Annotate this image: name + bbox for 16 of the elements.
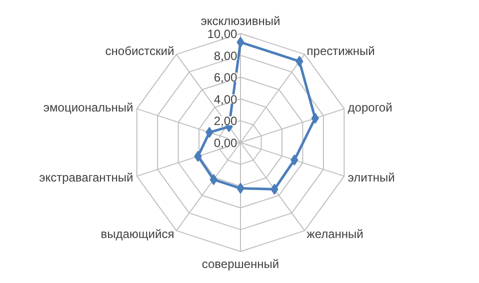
spoke-label: желанный (306, 226, 364, 241)
y-tick-label: 4,00 (214, 92, 238, 106)
spoke-label: эксклюзивный (200, 14, 280, 28)
spoke-label: элитный (348, 170, 395, 184)
y-tick-label: 6,00 (214, 70, 238, 85)
y-tick-label: 8,00 (214, 48, 238, 63)
y-tick-label: 10,00 (207, 27, 238, 41)
y-tick-label: 0,00 (214, 136, 238, 150)
y-tick-label: 2,00 (214, 114, 238, 128)
spoke-label: эмоциональный (43, 100, 134, 115)
spoke-label: экстравагантный (39, 170, 134, 184)
spoke-label: выдающийся (100, 226, 174, 241)
spoke-label: престижный (306, 44, 375, 58)
spoke-label: совершенный (202, 256, 280, 271)
spoke-label: дорогой (348, 100, 392, 115)
spoke-label: снобистский (105, 44, 174, 58)
